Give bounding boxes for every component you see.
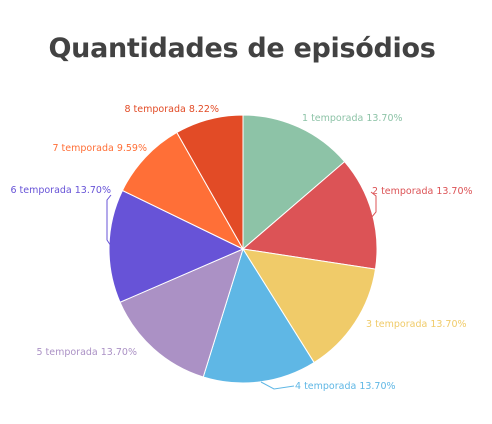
chart-title: Quantidades de episódios (48, 33, 436, 64)
pie-slice-2[interactable] (241, 160, 378, 270)
pie-slice-4[interactable] (202, 247, 315, 384)
slice-label-6: 6 temporada 13.70% (10, 185, 111, 196)
slice-label-7: 7 temporada 9.59% (52, 143, 147, 154)
leader-line-2 (370, 191, 377, 219)
slice-label-5: 5 temporada 13.70% (36, 347, 137, 358)
pie-slice-7[interactable] (121, 131, 245, 251)
pie-slice-5[interactable] (119, 248, 244, 378)
pie-slice-1[interactable] (242, 114, 346, 251)
pie-slice-8[interactable] (176, 114, 244, 251)
leader-line-4 (260, 381, 295, 390)
slice-label-4: 4 temporada 13.70% (295, 381, 396, 392)
pie-slice-6[interactable] (108, 189, 245, 303)
leader-line-6 (106, 194, 112, 247)
slice-label-2: 2 temporada 13.70% (372, 186, 473, 197)
slice-label-8: 8 temporada 8.22% (124, 104, 219, 115)
slice-label-3: 3 temporada 13.70% (366, 319, 467, 330)
pie-slice-3[interactable] (241, 248, 377, 364)
slice-label-1: 1 temporada 13.70% (302, 113, 403, 124)
